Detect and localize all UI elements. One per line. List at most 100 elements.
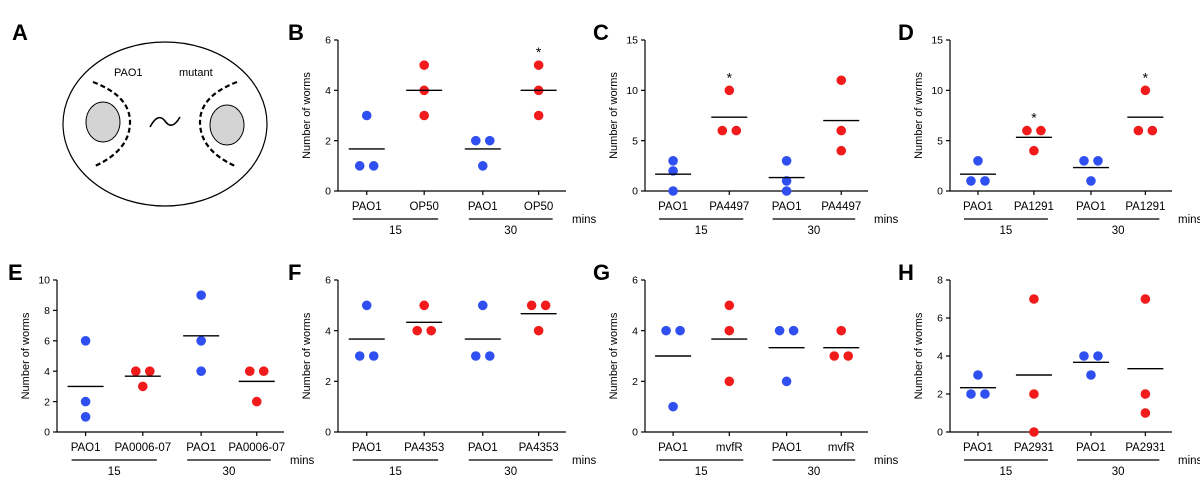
data-point <box>668 166 678 176</box>
data-point <box>675 325 685 336</box>
y-tick-label: 6 <box>937 313 943 325</box>
data-point <box>1086 176 1096 186</box>
data-point <box>1029 145 1039 156</box>
data-point <box>477 161 488 171</box>
data-point <box>477 300 488 311</box>
data-point <box>724 300 735 311</box>
category-label: PAO1 <box>1076 442 1106 454</box>
data-point <box>470 351 481 361</box>
y-tick-label: 0 <box>325 186 331 198</box>
data-point <box>1036 125 1046 136</box>
y-tick-label: 0 <box>632 427 638 439</box>
data-point <box>1029 427 1039 437</box>
category-label: PAO1 <box>963 442 993 454</box>
category-label: OP50 <box>409 201 438 213</box>
data-point <box>251 396 262 407</box>
group-label: 30 <box>808 466 821 478</box>
y-tick-label: 10 <box>931 85 943 97</box>
mutant-bacterial-spot <box>209 104 245 146</box>
y-axis-label: Number of worms <box>301 72 313 159</box>
category-label: PAO1 <box>186 442 216 454</box>
data-point <box>781 156 792 166</box>
y-tick-label: 2 <box>937 389 943 401</box>
panel-letter: H <box>898 260 914 285</box>
data-point <box>781 186 792 196</box>
category-label: PA1291 <box>1014 201 1054 213</box>
y-tick-label: 5 <box>632 135 638 147</box>
data-point <box>1093 156 1103 166</box>
category-label: PAO1 <box>772 442 802 454</box>
data-point <box>843 351 854 361</box>
group-unit-label: mins <box>572 455 597 467</box>
group-label: 15 <box>695 225 708 237</box>
y-tick-label: 0 <box>937 186 943 198</box>
data-point <box>966 176 976 186</box>
y-axis-label: Number of worms <box>608 72 620 159</box>
data-point <box>829 351 840 361</box>
data-point <box>980 176 990 186</box>
category-label: PAO1 <box>468 442 498 454</box>
y-tick-label: 0 <box>325 427 331 439</box>
y-tick-label: 4 <box>325 85 331 97</box>
data-point <box>138 381 148 392</box>
group-label: 30 <box>1112 466 1125 478</box>
chart-panel-g: G 0 2 4 6 Number of worms PAO1 mvfR PAO1 mvfR 15 30… <box>593 260 899 478</box>
data-point <box>354 351 365 361</box>
data-point <box>80 396 91 407</box>
data-point <box>1133 125 1144 136</box>
y-tick-label: 10 <box>38 275 50 287</box>
category-label: PAO1 <box>658 201 688 213</box>
category-label: PAO1 <box>772 201 802 213</box>
data-point <box>368 351 379 361</box>
y-axis-label: Number of worms <box>20 312 32 399</box>
chart-panel-h: H 0 2 4 6 8 Number of worms PAO1 PA2931 PAO1 PA293… <box>898 260 1200 478</box>
group-label: 15 <box>108 466 121 478</box>
y-axis-label: Number of worms <box>913 312 925 399</box>
data-point <box>419 300 429 311</box>
chart-panel-e: E 0 2 4 6 8 10 Number of worms PAO1 PA0006-07 PAO1… <box>8 260 315 478</box>
data-point <box>131 366 141 377</box>
data-point <box>470 135 481 146</box>
data-point <box>419 60 429 70</box>
data-point <box>980 389 990 399</box>
panel-letter: B <box>288 20 304 45</box>
data-point <box>426 325 436 336</box>
data-point <box>1140 408 1151 418</box>
data-point <box>788 325 799 336</box>
group-label: 30 <box>808 225 821 237</box>
panel-letter-a: A <box>12 20 28 45</box>
category-label: PAO1 <box>468 201 498 213</box>
data-point <box>354 161 365 171</box>
y-tick-label: 2 <box>325 135 331 147</box>
y-tick-label: 4 <box>632 325 638 337</box>
data-point <box>540 300 551 311</box>
data-point <box>973 370 983 380</box>
y-tick-label: 4 <box>325 325 331 337</box>
data-point <box>484 135 495 146</box>
category-label: PAO1 <box>71 442 101 454</box>
data-point <box>196 290 206 301</box>
y-tick-label: 2 <box>44 396 50 408</box>
category-label: PA0006-07 <box>114 442 171 454</box>
data-point <box>724 376 735 387</box>
y-tick-label: 8 <box>44 305 50 317</box>
data-point <box>533 60 544 70</box>
data-point <box>1029 294 1039 304</box>
significance-marker: * <box>1143 69 1149 85</box>
data-point <box>836 75 847 86</box>
data-point <box>80 336 91 346</box>
category-label: OP50 <box>524 201 553 213</box>
panel-letter: F <box>288 260 301 285</box>
category-label: PA4353 <box>404 442 444 454</box>
data-point <box>1079 156 1089 166</box>
pao1-lawn-boundary <box>92 80 132 168</box>
worm-icon <box>149 116 181 128</box>
data-point <box>419 110 429 121</box>
group-unit-label: mins <box>1178 214 1200 226</box>
data-point <box>973 156 983 166</box>
y-tick-label: 10 <box>626 85 638 97</box>
data-point <box>80 412 91 422</box>
data-point <box>526 300 537 311</box>
data-point <box>244 366 255 377</box>
